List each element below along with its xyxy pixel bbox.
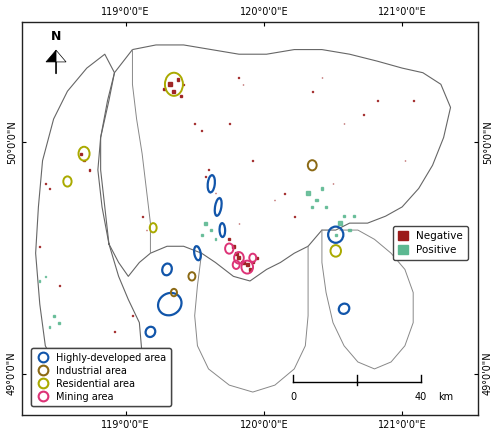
Bar bbox=[321, 187, 323, 190]
Bar bbox=[352, 215, 354, 217]
Bar bbox=[404, 160, 405, 161]
Bar bbox=[45, 183, 46, 184]
Bar bbox=[238, 77, 240, 78]
Bar bbox=[201, 130, 202, 131]
Bar bbox=[413, 100, 414, 101]
Polygon shape bbox=[46, 50, 56, 62]
Bar bbox=[338, 222, 342, 225]
Bar bbox=[204, 222, 207, 225]
Bar bbox=[183, 83, 184, 85]
Bar bbox=[252, 160, 253, 161]
Bar bbox=[249, 268, 251, 271]
Bar bbox=[306, 191, 310, 195]
Polygon shape bbox=[56, 50, 66, 62]
Bar bbox=[59, 285, 60, 286]
Bar bbox=[315, 198, 318, 201]
Bar bbox=[194, 123, 195, 124]
Bar bbox=[58, 322, 60, 324]
Text: N: N bbox=[51, 31, 61, 43]
Text: km: km bbox=[438, 392, 454, 402]
Bar bbox=[215, 193, 216, 194]
Bar bbox=[228, 238, 230, 240]
Bar bbox=[234, 252, 238, 255]
Bar bbox=[242, 84, 244, 85]
Bar bbox=[242, 261, 245, 264]
Bar bbox=[256, 257, 258, 259]
Legend: Highly-developed area, Industrial area, Residential area, Mining area: Highly-developed area, Industrial area, … bbox=[31, 348, 170, 406]
Bar bbox=[200, 234, 202, 236]
Bar bbox=[343, 215, 345, 217]
Text: 0: 0 bbox=[290, 392, 296, 402]
Bar bbox=[311, 206, 313, 208]
Bar bbox=[284, 193, 285, 194]
Bar bbox=[238, 256, 240, 260]
Bar bbox=[252, 261, 254, 264]
Bar bbox=[89, 169, 90, 170]
Bar bbox=[52, 315, 54, 317]
Bar bbox=[229, 123, 230, 124]
Bar bbox=[377, 100, 378, 101]
Bar bbox=[335, 234, 336, 236]
Bar bbox=[348, 229, 351, 232]
Bar bbox=[132, 315, 133, 316]
Bar bbox=[197, 246, 198, 247]
Text: 40: 40 bbox=[415, 392, 428, 402]
Bar bbox=[49, 188, 50, 189]
Bar bbox=[39, 280, 40, 281]
Bar bbox=[232, 245, 235, 248]
Bar bbox=[168, 82, 172, 86]
Bar bbox=[164, 88, 165, 90]
Bar bbox=[325, 206, 327, 208]
Bar bbox=[274, 200, 276, 201]
Bar bbox=[210, 229, 212, 231]
Bar bbox=[214, 239, 216, 240]
Bar bbox=[172, 90, 176, 93]
Bar bbox=[80, 153, 82, 155]
Bar bbox=[180, 95, 182, 97]
Bar bbox=[48, 326, 50, 328]
Bar bbox=[246, 264, 248, 266]
Bar bbox=[45, 276, 46, 277]
Bar bbox=[177, 78, 180, 81]
